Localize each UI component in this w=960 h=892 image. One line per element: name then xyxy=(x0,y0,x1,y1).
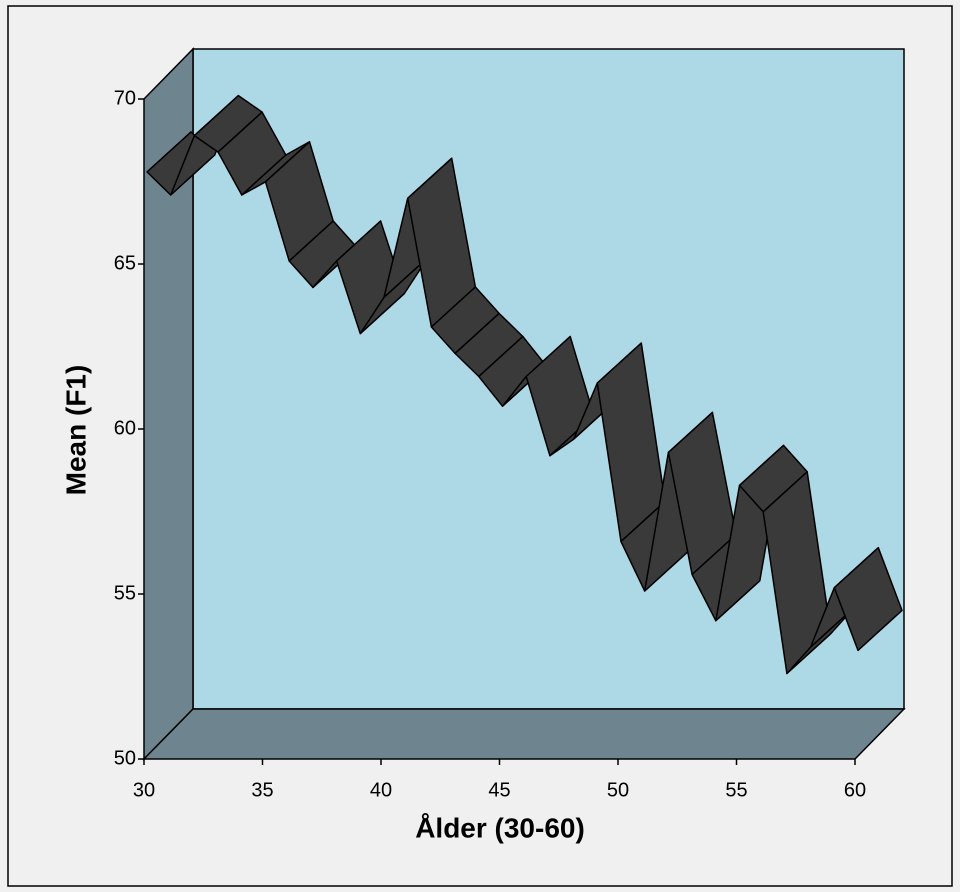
x-tick-label: 60 xyxy=(844,779,866,801)
y-tick-label: 65 xyxy=(114,252,136,274)
y-axis-title: Mean (F1) xyxy=(60,365,91,496)
y-tick-label: 50 xyxy=(114,747,136,769)
plot-area: 50 55 60 65 70 30 35 40 45 50 55 60 xyxy=(114,47,906,801)
x-axis-title: Ålder (30-60) xyxy=(415,812,585,843)
x-tick-label: 50 xyxy=(607,779,629,801)
y-tick-label: 60 xyxy=(114,417,136,439)
x-tick-label: 45 xyxy=(488,779,510,801)
x-tick-label: 40 xyxy=(370,779,392,801)
ribbon-segment xyxy=(833,546,903,652)
y-tick-label: 55 xyxy=(114,582,136,604)
floor xyxy=(142,708,906,760)
y-tick-label: 70 xyxy=(114,87,136,109)
x-tick-label: 55 xyxy=(725,779,747,801)
x-tick-label: 30 xyxy=(133,779,155,801)
x-tick-label: 35 xyxy=(251,779,273,801)
